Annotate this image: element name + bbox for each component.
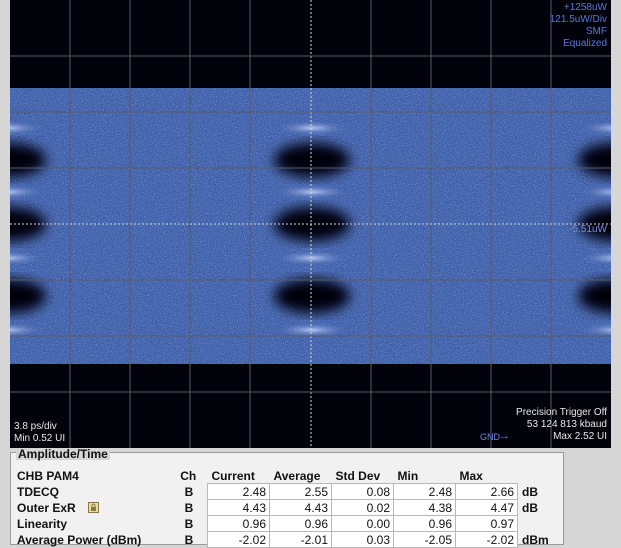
level-glow xyxy=(576,184,611,200)
level-glow xyxy=(10,184,48,200)
ground-arrow-icon: → xyxy=(499,430,510,442)
level-highlights xyxy=(10,120,611,338)
channel-cell: B xyxy=(184,500,194,515)
timebase-readout: 3.8 ps/div Min 0.52 UI xyxy=(14,421,65,445)
level-glow xyxy=(272,120,352,136)
header-signal: CHB PAM4 xyxy=(17,469,79,484)
level-glow xyxy=(576,322,611,338)
measurement-name-cell: Average Power (dBm) xyxy=(13,532,171,548)
equalized-label: Equalized xyxy=(563,38,607,49)
header-std-dev: Std Dev xyxy=(335,469,381,483)
std-dev-value: 0.00 xyxy=(331,515,394,532)
eye-opening xyxy=(578,279,611,313)
header-current: Current xyxy=(211,469,255,483)
measurement-table: CHB PAM4 Ch Current Average Std Dev Min … xyxy=(13,469,553,548)
measurement-name: Average Power (dBm) xyxy=(17,532,142,547)
graticule xyxy=(10,0,611,448)
level-glow xyxy=(272,184,352,200)
min-ui: Min 0.52 UI xyxy=(14,433,66,444)
min-value: 0.96 xyxy=(393,515,456,532)
average-value: -2.01 xyxy=(269,531,332,548)
average-value: 0.96 xyxy=(269,515,332,532)
measurement-name-cell: TDECQ xyxy=(13,484,171,500)
channel-cell: B xyxy=(184,532,194,547)
vertical-scale-readout: +1258uW 121.5uW/Div SMF Equalized xyxy=(550,2,607,50)
lock-icon[interactable] xyxy=(87,501,99,513)
oscilloscope-display[interactable]: +1258uW 121.5uW/Div SMF Equalized -5.51u… xyxy=(10,0,611,448)
header-unit xyxy=(518,469,553,484)
unit-cell: dB xyxy=(522,500,538,515)
level-glow xyxy=(576,250,611,266)
trigger-readout: Precision Trigger Off 53 124 813 kbaud M… xyxy=(516,407,607,443)
std-dev-value: 0.03 xyxy=(331,531,394,548)
top-level-value: +1258uW xyxy=(563,2,607,13)
unit-cell: dBm xyxy=(522,532,549,547)
header-max: Max xyxy=(459,469,483,483)
header-min: Min xyxy=(397,469,419,483)
channel-cell: B xyxy=(184,516,194,531)
std-dev-value: 0.02 xyxy=(331,499,394,516)
eye-opening xyxy=(10,279,46,313)
min-value: 2.48 xyxy=(393,483,456,500)
offset-marker-readout: -5.51uW xyxy=(569,224,607,235)
eye-opening xyxy=(274,143,350,177)
level-glow xyxy=(272,250,352,266)
level-glow xyxy=(10,120,48,136)
max-ui: Max 2.52 UI xyxy=(553,431,607,442)
unit-cell xyxy=(518,516,553,532)
std-dev-value: 0.08 xyxy=(331,483,394,500)
panel-title: Amplitude/Time xyxy=(16,447,110,461)
measurement-name: TDECQ xyxy=(17,484,59,499)
scale-per-div: 121.5uW/Div xyxy=(549,14,607,25)
max-value: -2.02 xyxy=(455,531,518,548)
table-row[interactable]: TDECQ B 2.48 2.55 0.08 2.48 2.66 dB xyxy=(13,483,553,500)
level-glow xyxy=(10,322,48,338)
ground-label: GND xyxy=(480,432,500,442)
table-row[interactable]: Outer ExR B 4.43 4.43 0.02 4.38 4.47 dB xyxy=(13,499,553,516)
measurement-panel: CHB PAM4 Ch Current Average Std Dev Min … xyxy=(10,447,611,548)
baud-rate: 53 124 813 kbaud xyxy=(526,419,607,430)
current-value: 2.48 xyxy=(207,483,270,500)
measurement-name-cell: Outer ExR xyxy=(13,500,171,516)
table-row[interactable]: Average Power (dBm) B -2.02 -2.01 0.03 -2.05-… xyxy=(13,531,553,548)
eye-diagram xyxy=(10,0,611,448)
header-channel: Ch xyxy=(180,469,197,484)
max-value: 4.47 xyxy=(455,499,518,516)
time-per-div: 3.8 ps/div xyxy=(14,421,57,432)
average-value: 2.55 xyxy=(269,483,332,500)
min-value: -2.05 xyxy=(393,531,456,548)
level-glow xyxy=(10,250,48,266)
measurement-name: Linearity xyxy=(17,516,68,531)
current-value: -2.02 xyxy=(207,531,270,548)
eye-opening xyxy=(274,279,350,313)
current-value: 0.96 xyxy=(207,515,270,532)
header-average: Average xyxy=(273,469,321,483)
level-glow xyxy=(272,322,352,338)
table-row[interactable]: Linearity B 0.96 0.96 0.00 0.96 0.97 xyxy=(13,515,553,532)
max-value: 2.66 xyxy=(455,483,518,500)
level-glow xyxy=(576,120,611,136)
trigger-status: Precision Trigger Off xyxy=(516,407,607,418)
fiber-type: SMF xyxy=(585,26,607,37)
unit-cell: dB xyxy=(522,484,538,499)
channel-cell: B xyxy=(184,484,194,499)
max-value: 0.97 xyxy=(455,515,518,532)
table-header-row: CHB PAM4 Ch Current Average Std Dev Min … xyxy=(13,469,553,484)
measurement-frame: CHB PAM4 Ch Current Average Std Dev Min … xyxy=(10,452,564,548)
min-value: 4.38 xyxy=(393,499,456,516)
measurement-name-cell: Linearity xyxy=(13,516,171,532)
average-value: 4.43 xyxy=(269,499,332,516)
measurement-name: Outer ExR xyxy=(17,500,76,515)
current-value: 4.43 xyxy=(207,499,270,516)
